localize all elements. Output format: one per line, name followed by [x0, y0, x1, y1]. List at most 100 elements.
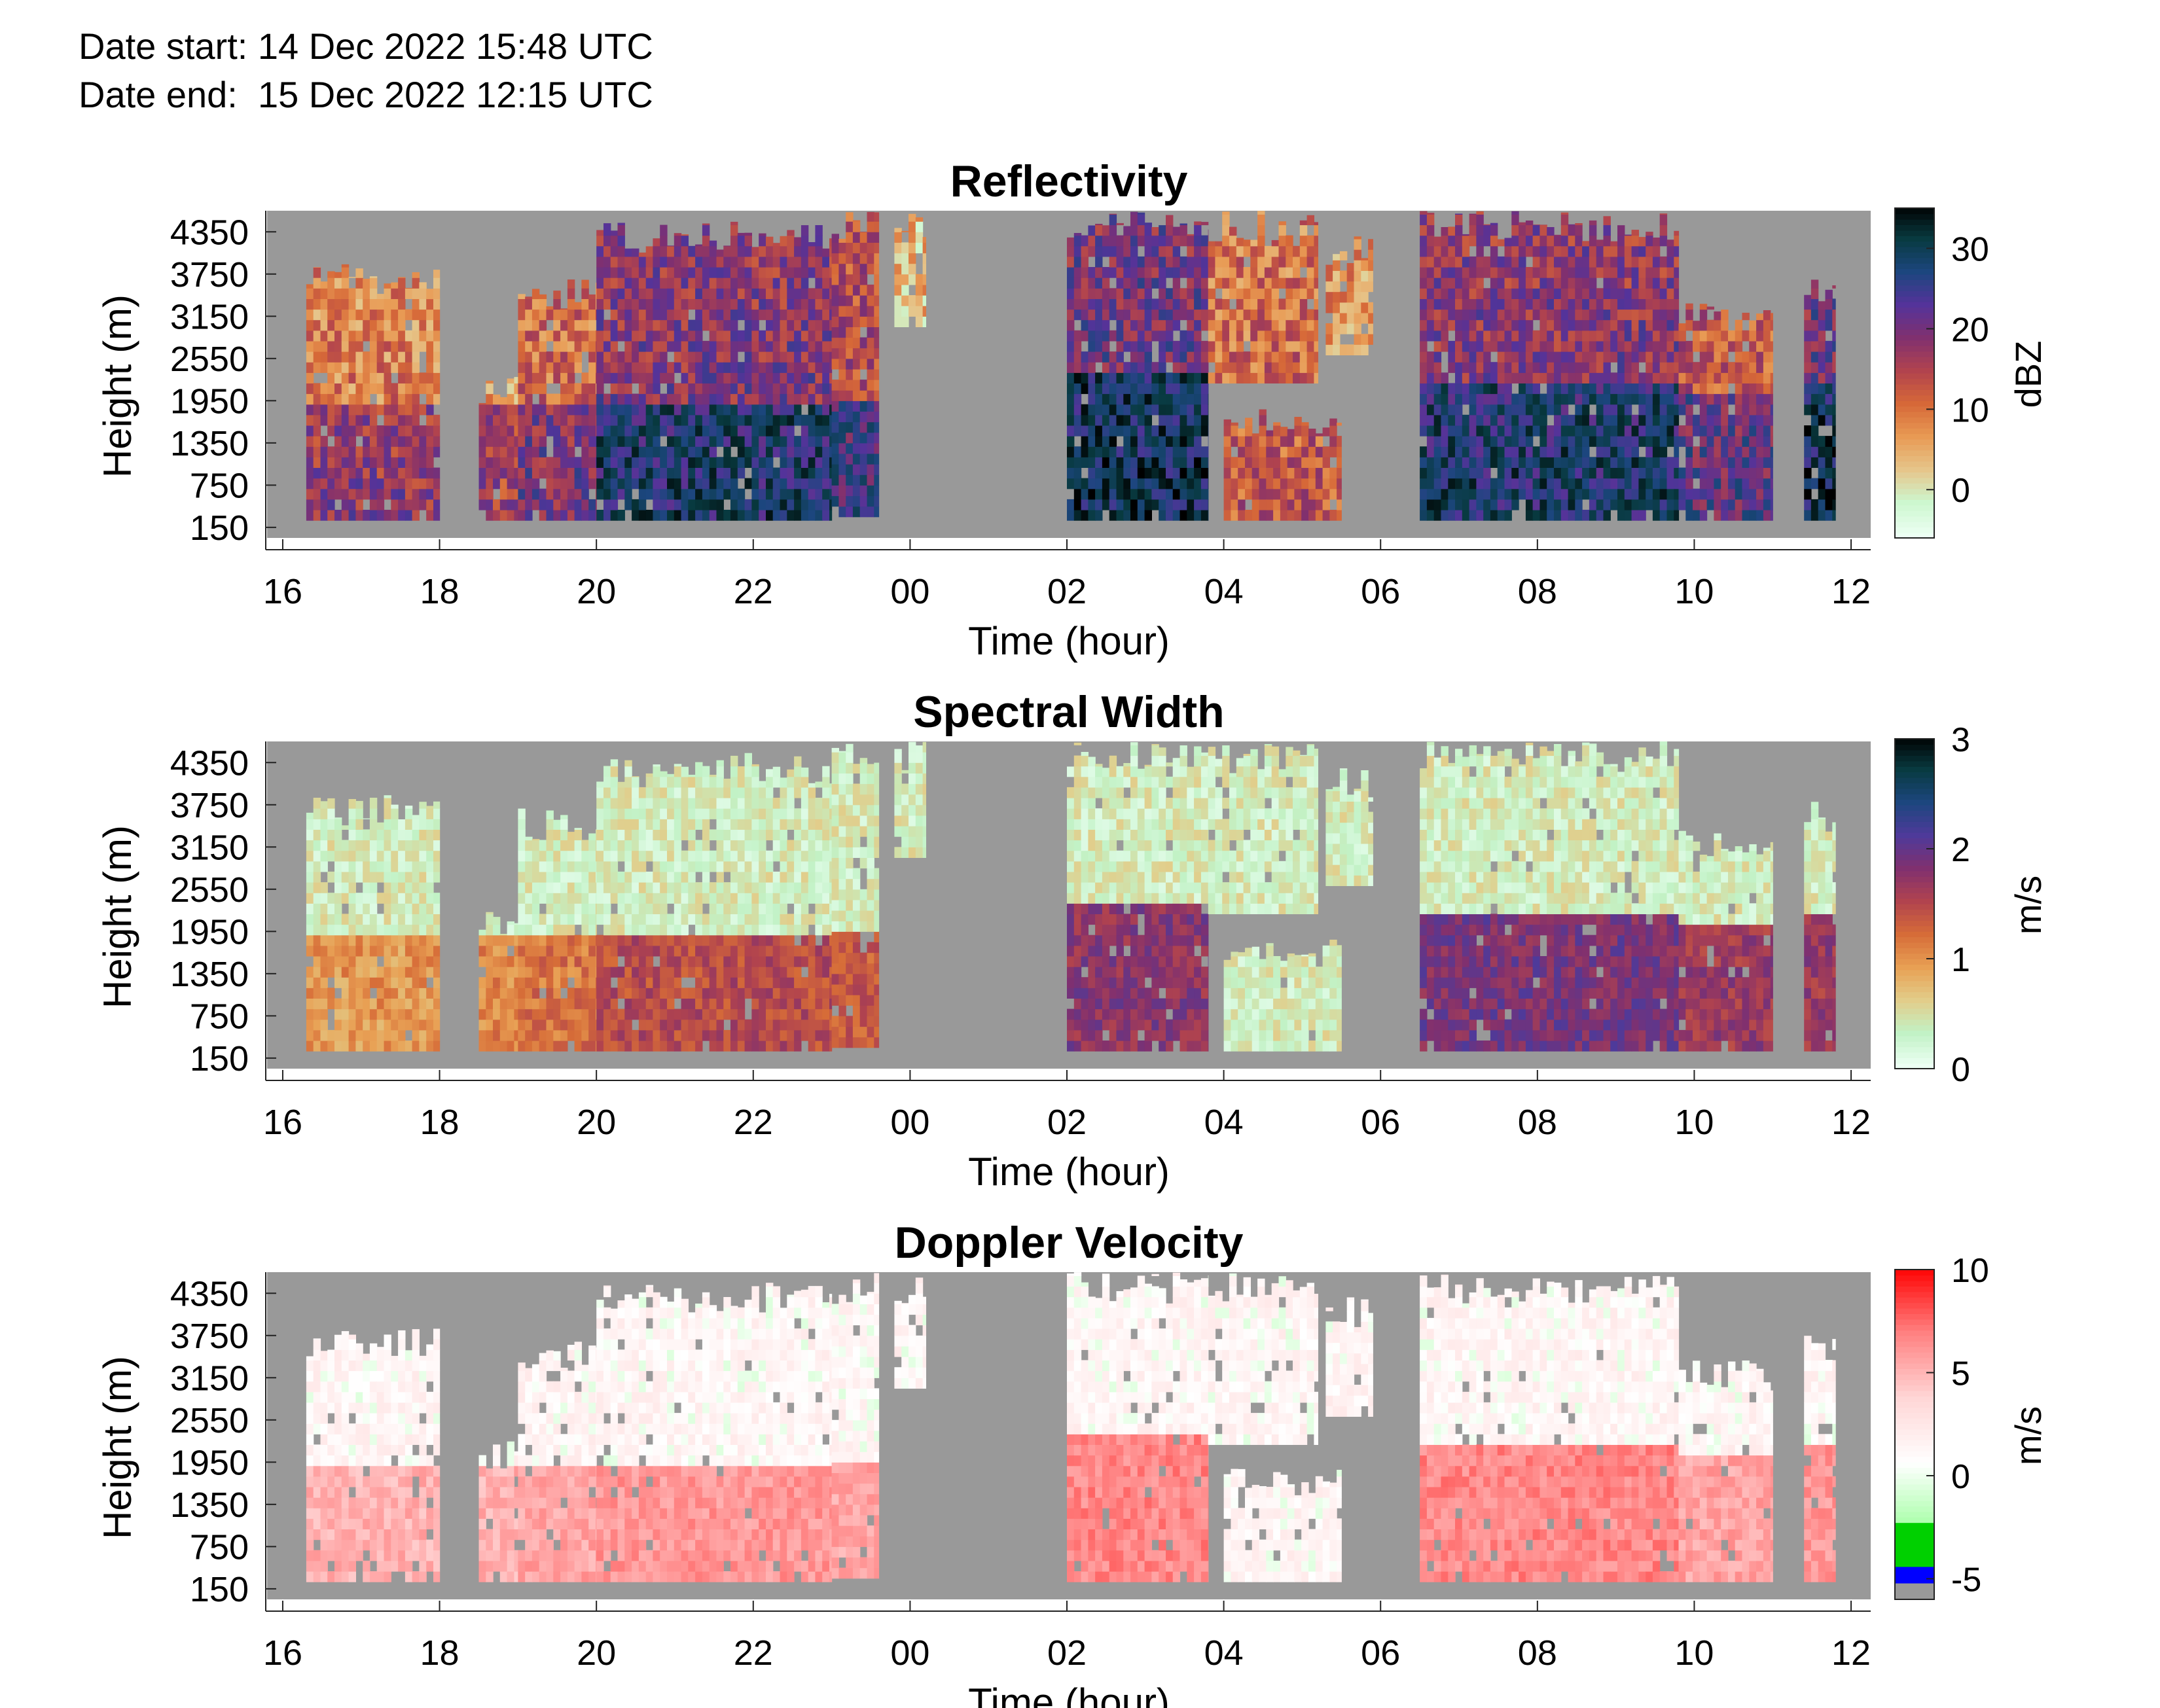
echo-cell [1735, 340, 1743, 352]
echo-cell [1301, 446, 1309, 457]
echo-cell [1810, 383, 1819, 395]
echo-cell [1222, 245, 1230, 257]
echo-cell [1525, 309, 1534, 321]
echo-cell [688, 510, 696, 521]
echo-cell [1699, 404, 1708, 416]
echo-cell [1179, 330, 1187, 342]
echo-cell [1102, 245, 1110, 257]
echo-cell [1624, 288, 1632, 299]
echo-cell [1483, 467, 1491, 479]
echo-cell [1314, 245, 1318, 257]
echo-cell [1273, 422, 1281, 426]
echo-cell [478, 1029, 486, 1041]
echo-cell [1271, 309, 1280, 321]
echo-cell [1603, 216, 1611, 226]
colorbar-swatch [1895, 444, 1934, 451]
echo-cell [688, 436, 696, 447]
echo-cell [433, 987, 441, 999]
echo-cell [716, 478, 724, 489]
echo-cell [859, 347, 868, 359]
echo-cell [433, 330, 441, 342]
echo-cell [433, 914, 441, 925]
echo-cell [838, 253, 846, 264]
echo-cell [376, 362, 385, 373]
echo-cell [1102, 309, 1110, 321]
echo-cell [493, 1008, 501, 1020]
echo-cell [653, 362, 660, 373]
echo-cell [1259, 478, 1267, 489]
echo-cell [1462, 235, 1470, 247]
echo-cell [1742, 425, 1750, 436]
echo-cell [1810, 404, 1819, 416]
echo-cell [1631, 319, 1639, 331]
echo-cell [1603, 499, 1611, 510]
echo-cell [1420, 235, 1428, 247]
echo-cell [1433, 467, 1442, 479]
echo-cell [1293, 288, 1301, 299]
echo-cell [1130, 309, 1138, 321]
echo-cell [355, 903, 363, 914]
echo-cell [874, 495, 880, 507]
echo-cell [1810, 499, 1819, 510]
echo-cell [660, 499, 668, 510]
echo-cell [751, 247, 759, 257]
echo-cell [1631, 478, 1639, 489]
echo-cell [1603, 488, 1611, 500]
echo-cell [1547, 383, 1555, 395]
colorbar-tick-label: 30 [1951, 230, 1989, 268]
echo-cell [632, 457, 639, 468]
echo-cell [1631, 425, 1639, 436]
echo-cell [1259, 499, 1267, 510]
echo-cell [1441, 510, 1449, 521]
echo-cell [1476, 436, 1484, 447]
echo-cell [369, 340, 378, 352]
echo-cell [1095, 319, 1103, 331]
echo-cell [1433, 383, 1442, 395]
echo-cell [815, 446, 823, 457]
echo-cell [1624, 309, 1632, 321]
echo-cell [1706, 436, 1714, 447]
echo-cell [1617, 414, 1625, 426]
echo-cell [327, 840, 335, 851]
echo-cell [478, 956, 486, 967]
echo-cell [1818, 510, 1826, 521]
echo-cell [1685, 488, 1693, 500]
echo-cell [1109, 351, 1117, 363]
echo-cell [499, 457, 508, 468]
echo-cell [1749, 340, 1757, 352]
echo-cell [560, 319, 568, 331]
echo-cell [1610, 241, 1618, 247]
echo-cell [1194, 383, 1202, 395]
echo-cell [1469, 393, 1477, 405]
echo-cell [1617, 393, 1625, 405]
echo-cell [1490, 436, 1498, 447]
echo-cell [846, 347, 854, 359]
echo-cell [412, 467, 420, 479]
echo-cell [695, 372, 703, 383]
echo-cell [1081, 362, 1089, 373]
echo-cell [306, 812, 314, 819]
echo-cell [1770, 404, 1773, 416]
echo-cell [539, 861, 547, 872]
echo-cell [588, 436, 596, 447]
echo-cell [1735, 510, 1743, 521]
echo-cell [1159, 256, 1166, 268]
echo-cell [1109, 393, 1117, 405]
echo-cell [419, 829, 427, 841]
echo-cell [1123, 499, 1131, 510]
echo-cell [1455, 351, 1463, 363]
echo-cell [1236, 309, 1244, 321]
echo-cell [1568, 362, 1575, 373]
echo-cell [1519, 404, 1526, 416]
echo-cell [493, 934, 501, 946]
echo-cell [1266, 510, 1274, 521]
echo-cell [546, 499, 554, 510]
echo-cell [1314, 298, 1318, 310]
echo-cell [567, 499, 575, 510]
echo-cell [391, 319, 399, 331]
echo-cell [667, 393, 675, 405]
echo-cell [1610, 309, 1618, 321]
echo-cell [1568, 510, 1575, 521]
echo-cell [787, 436, 795, 447]
echo-cell [730, 414, 738, 426]
